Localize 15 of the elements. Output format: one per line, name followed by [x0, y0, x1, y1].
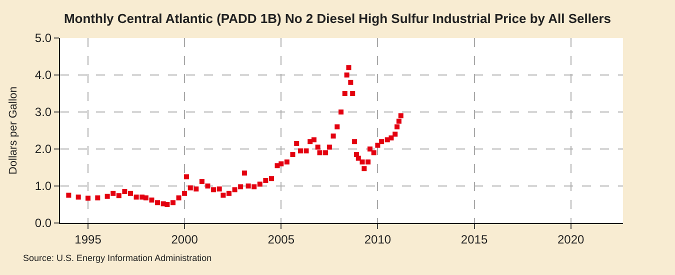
- x-tick-label: 2015: [460, 232, 488, 246]
- x-tick-label: 2020: [558, 232, 585, 246]
- x-tick-label: 2000: [171, 232, 198, 246]
- x-tick-label: 1995: [74, 232, 102, 246]
- y-tick-label: 0.0: [34, 216, 52, 230]
- source-note: Source: U.S. Energy Information Administration: [23, 253, 212, 263]
- chart-title: Monthly Central Atlantic (PADD 1B) No 2 Diesel High Sulfur Industrial Price by All Sellers: [64, 10, 612, 26]
- x-tick-label: 2005: [268, 232, 295, 246]
- y-tick-label: 2.0: [34, 142, 52, 156]
- y-tick-label: 3.0: [34, 105, 52, 120]
- y-tick-label: 4.0: [34, 68, 52, 82]
- y-tick-label: 5.0: [34, 31, 52, 46]
- y-tick-label: 1.0: [34, 179, 52, 194]
- x-tick-label: 2010: [364, 232, 392, 246]
- y-axis-title: Dollars per Gallon: [8, 86, 20, 175]
